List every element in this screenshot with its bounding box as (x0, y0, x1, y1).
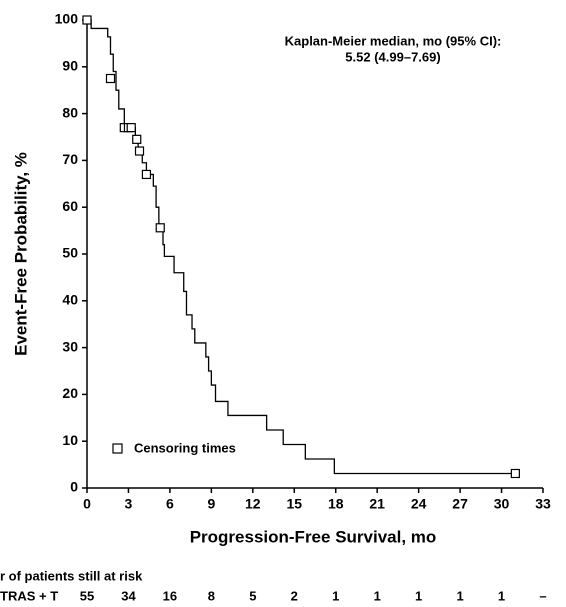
x-tick-label: 0 (83, 496, 91, 512)
annotation: Kaplan-Meier median, mo (95% CI): (285, 33, 502, 48)
y-tick-label: 40 (62, 292, 78, 308)
x-tick-label: 6 (166, 496, 174, 512)
x-tick-label: 27 (452, 496, 468, 512)
censor-mark (134, 146, 145, 156)
risk-count: 16 (163, 588, 177, 603)
x-tick-label: 24 (411, 496, 427, 512)
x-tick-label: 33 (535, 496, 551, 512)
censor-mark (155, 223, 165, 233)
risk-count: 1 (456, 588, 463, 603)
risk-table-label: TRAS + T (0, 588, 58, 603)
y-tick-label: 90 (62, 58, 78, 74)
y-tick-label: 80 (62, 104, 78, 120)
risk-count: 1 (374, 588, 381, 603)
censor-mark (82, 15, 92, 25)
risk-count: 1 (332, 588, 339, 603)
legend-symbol (112, 443, 123, 454)
censor-mark (510, 468, 520, 479)
y-tick-label: 60 (62, 198, 78, 214)
x-tick-label: 3 (125, 496, 133, 512)
y-tick-label: 50 (62, 245, 78, 261)
censor-mark (126, 123, 136, 133)
censor-mark (141, 169, 152, 180)
x-tick-label: 9 (207, 496, 215, 512)
y-tick-label: 30 (62, 338, 78, 354)
risk-count: 55 (80, 588, 94, 603)
y-tick-label: 10 (62, 432, 78, 448)
risk-count: 2 (291, 588, 298, 603)
risk-count: 1 (498, 588, 505, 603)
y-tick-label: 20 (62, 385, 78, 401)
risk-count: 8 (208, 588, 215, 603)
y-axis-label: Event-Free Probability, % (11, 152, 30, 356)
x-tick-label: 30 (494, 496, 510, 512)
risk-table-title: r of patients still at risk (0, 568, 143, 583)
x-tick-label: 18 (328, 496, 344, 512)
y-tick-label: 70 (62, 151, 78, 167)
annotation: 5.52 (4.99–7.69) (345, 49, 440, 64)
censor-mark (105, 73, 116, 84)
y-tick-label: 100 (55, 11, 79, 27)
y-tick-label: 0 (70, 479, 78, 495)
x-tick-label: 15 (286, 496, 302, 512)
x-tick-label: 12 (245, 496, 261, 512)
x-axis-label: Progression-Free Survival, mo (190, 527, 437, 546)
risk-count: 34 (121, 588, 136, 603)
survival-curve (87, 19, 516, 475)
legend-label: Censoring times (134, 440, 236, 455)
censor-mark (132, 134, 142, 144)
risk-count: 1 (415, 588, 422, 603)
risk-count: – (539, 588, 546, 603)
x-tick-label: 21 (369, 496, 385, 512)
risk-count: 5 (249, 588, 256, 603)
